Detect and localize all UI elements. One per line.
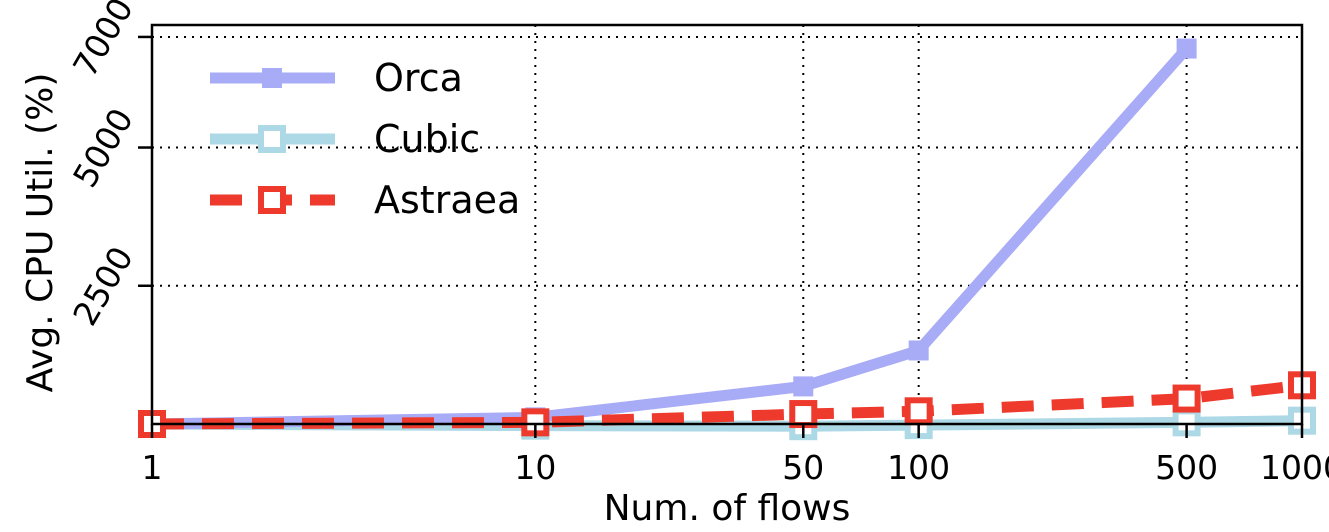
marker-orca: [1176, 38, 1197, 59]
legend-label-astraea: Astraea: [374, 178, 520, 222]
series-line-astraea: [151, 379, 1303, 430]
marker-orca: [793, 376, 814, 397]
legend: Orca Cubic Astraea: [210, 56, 520, 222]
y-tick-label: 2500: [65, 240, 141, 332]
legend-item-astraea: Astraea: [210, 178, 520, 222]
y-axis-label: Avg. CPU Util. (%): [20, 73, 61, 393]
x-tick-label: 500: [1155, 448, 1218, 487]
x-tick-label: 10: [514, 448, 556, 487]
plot-frame: [150, 23, 1304, 426]
series-orca: [142, 38, 1197, 434]
x-tick-label: 100: [887, 448, 950, 487]
x-tick-label: 1000: [1260, 448, 1329, 487]
y-tick-label: 5000: [65, 102, 141, 194]
x-tick-label: 50: [782, 448, 824, 487]
legend-marker-cubic: [258, 125, 286, 153]
series-line-orca: [151, 44, 1191, 430]
marker-astraea: [1172, 384, 1201, 413]
legend-label-orca: Orca: [374, 56, 463, 100]
marker-astraea: [789, 400, 818, 429]
y-tick-label: 7000: [65, 0, 141, 83]
legend-marker-orca: [262, 68, 282, 88]
legend-item-orca: Orca: [210, 56, 463, 100]
legend-label-cubic: Cubic: [374, 117, 480, 161]
legend-item-cubic: Cubic: [210, 117, 480, 161]
series-layer: [138, 38, 1316, 441]
legend-marker-astraea: [258, 186, 286, 214]
x-tick-label: 1: [142, 448, 163, 487]
marker-orca: [908, 340, 929, 361]
x-axis-label: Num. of flows: [604, 488, 851, 529]
marker-astraea: [904, 397, 933, 426]
grid: [152, 25, 1302, 424]
